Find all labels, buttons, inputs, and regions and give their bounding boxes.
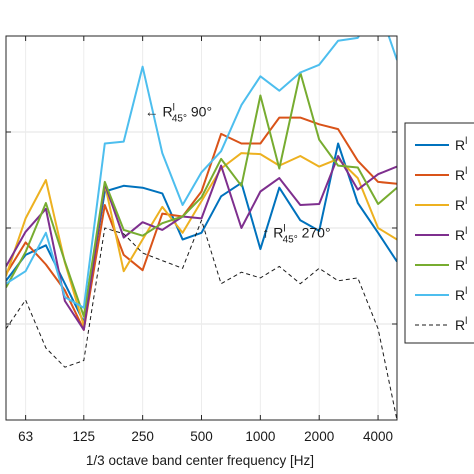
- annotations: ← Rl 45° 90° ↑ Rl 45° 270°: [145, 103, 331, 246]
- legend-label: Rl: [455, 196, 467, 213]
- x-tick-label: 4000: [363, 429, 393, 444]
- legend-label: Rl: [455, 136, 467, 153]
- series-line-6: [6, 36, 397, 309]
- series-line-3: [6, 152, 397, 327]
- legend-label: Rl: [455, 256, 467, 273]
- annotation-1: ← Rl 45° 90°: [145, 103, 212, 125]
- legend-box: [404, 122, 474, 344]
- annotation-2: ↑ Rl 45° 270°: [262, 224, 330, 246]
- legend-label: Rl: [455, 286, 467, 303]
- x-tick-label: 500: [190, 429, 213, 444]
- legend-label: Rl: [455, 166, 467, 183]
- x-axis: 63 125 250 500 1000 2000 4000: [6, 36, 397, 444]
- grid: [6, 36, 397, 420]
- x-tick-label: 125: [73, 429, 96, 444]
- x-tick-label: 63: [18, 429, 33, 444]
- x-tick-label: 2000: [304, 429, 334, 444]
- x-tick-label: 1000: [245, 429, 275, 444]
- series-group: [6, 36, 397, 420]
- x-axis-label: 1/3 octave band center frequency [Hz]: [86, 453, 314, 468]
- x-tick-label: 250: [131, 429, 154, 444]
- series-line-5: [6, 71, 397, 318]
- series-line-7: [6, 219, 397, 420]
- legend: Rl Rl Rl Rl Rl Rl Rl: [404, 122, 474, 344]
- legend-label: Rl: [455, 316, 467, 333]
- series-line-4: [6, 155, 397, 331]
- series-line-2: [6, 116, 397, 331]
- legend-label: Rl: [455, 226, 467, 243]
